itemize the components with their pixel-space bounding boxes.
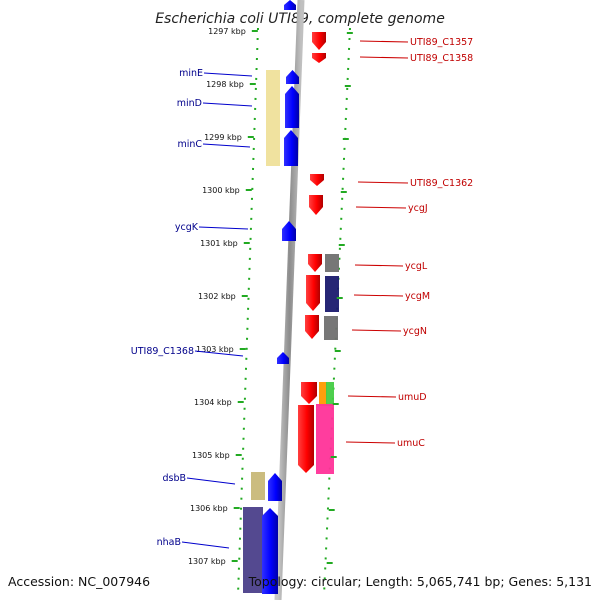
tick-label: 1306 kbp	[190, 504, 228, 513]
label-line	[202, 102, 253, 107]
label-line	[351, 329, 402, 332]
cog-bar	[326, 382, 334, 406]
label-line	[194, 350, 244, 357]
gene-arrow-umuC	[298, 405, 314, 473]
gene-arrow-nhaB	[262, 508, 278, 594]
gene-label-minD: minD	[177, 98, 202, 109]
cog-bar	[243, 507, 263, 593]
tick-label: 1307 kbp	[188, 557, 226, 566]
gene-track	[262, 0, 326, 594]
gene-arrow-top	[284, 0, 296, 10]
accession-text: Accession: NC_007946	[8, 574, 150, 589]
topology-text: Topology: circular; Length: 5,065,741 bp…	[248, 574, 592, 589]
gene-label-nhaB: nhaB	[157, 537, 181, 548]
gene-arrow-UTI89-C1362	[310, 174, 324, 186]
gene-arrow-ycgN	[305, 315, 319, 339]
gene-label-ycgM: ycgM	[405, 291, 430, 302]
gene-arrow-ycgL	[308, 254, 322, 272]
label-line	[202, 143, 251, 148]
cog-bar	[316, 404, 334, 474]
scale-ticks: 1297 kbp 1298 kbp 1299 kbp 1300 kbp 1301 kbp…	[188, 27, 353, 566]
label-line	[353, 294, 404, 297]
gene-arrow-ycgJ	[309, 195, 323, 215]
label-line	[203, 72, 253, 77]
gene-arrow-ycgK	[282, 221, 296, 241]
tick-label: 1304 kbp	[194, 398, 232, 407]
tick-label: 1297 kbp	[208, 27, 246, 36]
gene-label-minE: minE	[179, 68, 203, 79]
cog-bar	[324, 316, 338, 340]
gene-label-UTI89_C1358: UTI89_C1358	[410, 53, 473, 64]
label-line	[186, 477, 236, 485]
tick-label: 1302 kbp	[198, 292, 236, 301]
tick-label: 1301 kbp	[200, 239, 238, 248]
label-line	[357, 181, 409, 184]
gene-label-umuD: umuD	[398, 392, 427, 403]
tick-label: 1305 kbp	[192, 451, 230, 460]
label-line	[345, 441, 396, 444]
tick-label: 1298 kbp	[206, 80, 244, 89]
cog-bar	[325, 276, 339, 312]
gene-label-UTI89_C1357: UTI89_C1357	[410, 37, 473, 48]
label-line	[347, 395, 397, 398]
gene-label-ycgJ: ycgJ	[408, 203, 428, 214]
gene-label-ycgN: ycgN	[403, 326, 427, 337]
gene-label-UTI89_C1362: UTI89_C1362	[410, 178, 473, 189]
tick-label: 1299 kbp	[204, 133, 242, 142]
tick-label: 1303 kbp	[196, 345, 234, 354]
label-line	[355, 206, 407, 209]
label-line	[359, 40, 409, 43]
cog-bar	[325, 254, 339, 272]
gene-label-umuC: umuC	[397, 438, 425, 449]
cog-bar	[251, 472, 265, 500]
gene-label-ycgK: ycgK	[175, 222, 199, 233]
gene-label-ycgL: ycgL	[405, 261, 428, 272]
label-line	[359, 56, 409, 59]
gene-labels: minE minD minC ycgK UTI89_C1368 dsbB nhaB UTI89…	[131, 37, 473, 549]
gene-arrow-minD	[285, 86, 299, 128]
gene-label-minC: minC	[177, 139, 202, 150]
gene-arrow-umuD	[301, 382, 317, 404]
gene-arrow-UTI89-C1368	[277, 352, 289, 364]
cog-bar	[319, 382, 327, 406]
gene-arrow-dsbB	[268, 473, 282, 501]
cog-bars	[243, 70, 339, 593]
gene-arrow-UTI89-C1358	[312, 53, 326, 63]
gene-label-dsbB: dsbB	[162, 473, 186, 484]
gene-arrow-minC	[284, 130, 298, 166]
gene-label-UTI89_C1368: UTI89_C1368	[131, 346, 194, 357]
cog-bar	[266, 70, 280, 166]
gene-arrow-minE	[286, 70, 299, 84]
label-line	[181, 541, 230, 549]
gene-arrow-UTI89-C1357	[312, 32, 326, 50]
tick-label: 1300 kbp	[202, 186, 240, 195]
label-line	[354, 264, 404, 267]
gene-arrow-ycgM	[306, 275, 320, 311]
label-line	[198, 226, 249, 230]
